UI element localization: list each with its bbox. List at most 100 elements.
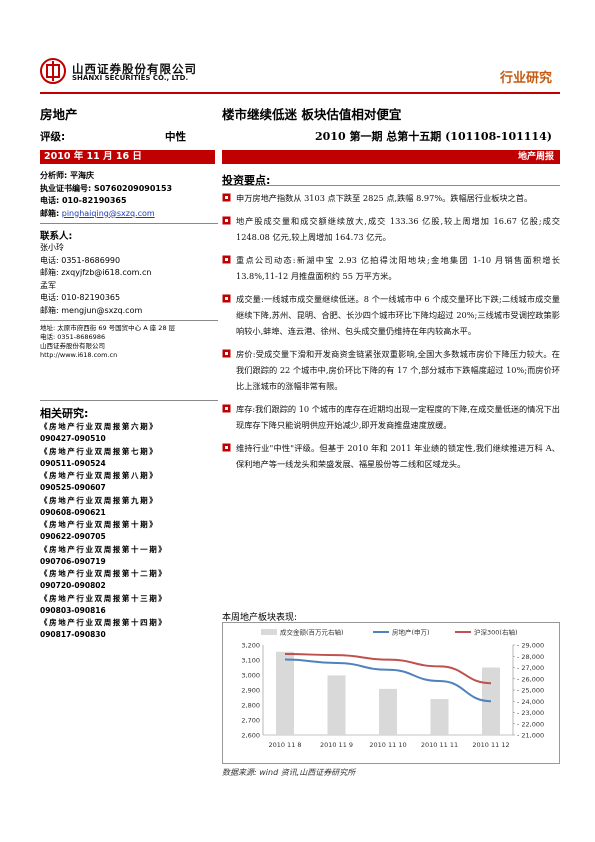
related-report-date: 090525-090607 bbox=[40, 483, 106, 492]
report-headline: 楼市继续低迷 板块估值相对便宜 bbox=[222, 107, 402, 122]
y-left-tick-label: 2,800 bbox=[241, 702, 260, 710]
related-report-title: 《房地产行业双周报第七期》 bbox=[40, 446, 159, 456]
key-points-list: 申万房地产指数从 3103 点下跌至 2825 点,跌幅 8.97%。跌幅居行业… bbox=[222, 190, 560, 479]
firm-company: 山西证券股份有限公司 bbox=[40, 342, 105, 350]
legend-label: 房地产(申万) bbox=[392, 628, 430, 637]
y-left-tick-label: 2,600 bbox=[241, 732, 260, 740]
key-point-text: 地产股成交量和成交额继续放大,成交 133.36 亿股,较上周增加 16.67 … bbox=[236, 216, 560, 242]
report-date: 2010 年 11 月 16 日 bbox=[40, 150, 215, 164]
contacts-title: 联系人: bbox=[40, 231, 73, 242]
y-right-tick-label: - 25,000 bbox=[517, 687, 544, 695]
volume-bar bbox=[430, 699, 449, 735]
key-point-item: 申万房地产指数从 3103 点下跌至 2825 点,跌幅 8.97%。跌幅居行业… bbox=[222, 190, 560, 206]
key-point-text: 申万房地产指数从 3103 点下跌至 2825 点,跌幅 8.97%。跌幅居行业… bbox=[236, 193, 533, 203]
bullet-icon bbox=[222, 404, 231, 413]
firm-address: 地址: 太原市府西街 69 号国贸中心 A 座 28 层 bbox=[40, 324, 176, 332]
related-report-date: 090427-090510 bbox=[40, 434, 106, 443]
bullet-icon bbox=[222, 255, 231, 264]
sidebar-divider bbox=[40, 400, 218, 401]
firm-name-cn: 山西证券股份有限公司 bbox=[72, 62, 197, 76]
chart-container: 3,200 3,100 3,000 2,900 2,800 2,700 2,600 - 29,… bbox=[222, 622, 560, 764]
contact-email: 邮箱: zxqyjfzb@i618.com.cn bbox=[40, 268, 152, 277]
y-right-tick-label: - 23,000 bbox=[517, 709, 544, 717]
related-research-title: 相关研究: bbox=[40, 407, 89, 420]
related-report-title: 《房地产行业双周报第六期》 bbox=[40, 422, 159, 431]
sidebar-divider bbox=[40, 223, 218, 224]
related-report-title: 《房地产行业双周报第十期》 bbox=[40, 520, 159, 529]
x-tick-label: 2010 11 8 bbox=[268, 741, 301, 749]
analyst-email-row: 邮箱: pinghaiqing@sxzq.com bbox=[40, 208, 218, 221]
key-point-text: 房价:受成交量下滑和开发商资金链紧张双重影响,全国大多数城市房价下降压力较大。在… bbox=[236, 349, 560, 391]
contact-email: 邮箱: mengjun@sxzq.com bbox=[40, 305, 143, 315]
chart-caption: 本周地产板块表现: bbox=[222, 613, 298, 623]
series-line bbox=[284, 653, 492, 685]
bullet-icon bbox=[222, 216, 231, 225]
report-type: 地产周报 bbox=[222, 150, 560, 164]
y-left-tick-label: 2,900 bbox=[241, 687, 260, 695]
bullet-icon bbox=[222, 443, 231, 452]
key-points-title: 投资要点: bbox=[222, 174, 271, 187]
analyst-cert: 执业证书编号: S0760209090153 bbox=[40, 183, 173, 193]
series-line bbox=[284, 658, 492, 703]
x-tick-label: 2010 11 11 bbox=[421, 741, 458, 749]
key-point-text: 维持行业"中性"评级。但基于 2010 年和 2011 年业绩的锁定性,我们继续… bbox=[236, 443, 560, 469]
y-right-tick-label: - 28,000 bbox=[517, 653, 544, 661]
contact-name: 张小玲 bbox=[40, 243, 64, 252]
related-report-title: 《房地产行业双周报第八期》 bbox=[40, 471, 159, 480]
rating-label: 评级: bbox=[40, 131, 66, 143]
key-point-item: 房价:受成交量下滑和开发商资金链紧张双重影响,全国大多数城市房价下降压力较大。在… bbox=[222, 346, 560, 394]
related-report-title: 《房地产行业双周报第十三期》 bbox=[40, 593, 168, 603]
y-right-tick-label: - 21,000 bbox=[517, 732, 544, 740]
key-point-item: 重点公司动态:新湖中宝 2.93 亿拍得沈阳地块;金地集团 1-10 月销售面积… bbox=[222, 252, 560, 284]
bullet-icon bbox=[222, 349, 231, 358]
legend-label: 成交金额(百万元右轴) bbox=[280, 628, 344, 637]
contact-tel: 电话: 0351-8686990 bbox=[40, 255, 121, 265]
company-logo-icon bbox=[40, 58, 66, 84]
related-report-title: 《房地产行业双周报第九期》 bbox=[40, 495, 159, 505]
sidebar-divider bbox=[40, 320, 218, 321]
y-left-tick-label: 3,100 bbox=[241, 657, 260, 665]
key-point-item: 维持行业"中性"评级。但基于 2010 年和 2011 年业绩的锁定性,我们继续… bbox=[222, 440, 560, 472]
sector-title: 房地产 bbox=[40, 107, 78, 122]
related-report-date: 090803-090816 bbox=[40, 605, 106, 615]
analyst-email-link[interactable]: pinghaiqing@sxzq.com bbox=[61, 208, 155, 218]
y-right-tick-label: - 29,000 bbox=[517, 642, 544, 650]
y-left-tick-label: 3,200 bbox=[241, 642, 260, 650]
analyst-name: 分析师: 平海庆 bbox=[40, 171, 94, 180]
related-report-date: 090511-090524 bbox=[40, 458, 106, 468]
key-point-text: 库存:我们跟踪的 10 个城市的库存在近期均出现一定程度的下降,在成交量低迷的情… bbox=[236, 404, 560, 430]
key-points-divider bbox=[222, 185, 560, 186]
x-tick-label: 2010 11 10 bbox=[369, 741, 406, 749]
legend-swatch bbox=[261, 629, 277, 635]
y-left-tick-label: 3,000 bbox=[241, 672, 260, 680]
related-report-title: 《房地产行业双周报第十二期》 bbox=[40, 569, 168, 578]
rating-value: 中性 bbox=[165, 131, 186, 143]
volume-bar bbox=[379, 688, 397, 735]
y-right-tick-label: - 26,000 bbox=[517, 675, 544, 683]
chart-source: 数据来源: wind 资讯,山西证券研究所 bbox=[222, 768, 356, 777]
related-report-title: 《房地产行业双周报第十四期》 bbox=[40, 618, 168, 627]
related-report-date: 090706-090719 bbox=[40, 556, 106, 566]
key-point-item: 地产股成交量和成交额继续放大,成交 133.36 亿股,较上周增加 16.67 … bbox=[222, 213, 560, 245]
contact-tel: 电话: 010-82190365 bbox=[40, 293, 121, 302]
y-left-tick-label: 2,700 bbox=[241, 717, 260, 725]
y-right-tick-label: - 27,000 bbox=[517, 664, 544, 672]
legend-label: 沪深300(右轴) bbox=[474, 628, 517, 637]
email-label: 邮箱: bbox=[40, 208, 60, 218]
related-research-list: 《房地产行业双周报第六期》 090427-090510 《房地产行业双周报第七期》 0… bbox=[40, 421, 218, 642]
related-report-date: 090817-090830 bbox=[40, 630, 106, 639]
firm-url[interactable]: http://www.i618.com.cn bbox=[40, 351, 118, 359]
related-report-date: 090608-090621 bbox=[40, 507, 106, 517]
firm-name-en: SHANXI SECURITIES CO., LTD. bbox=[72, 74, 189, 82]
doc-type-label: 行业研究 bbox=[500, 71, 553, 86]
key-point-text: 重点公司动态:新湖中宝 2.93 亿拍得沈阳地块;金地集团 1-10 月销售面积… bbox=[236, 255, 560, 281]
volume-bar bbox=[276, 651, 294, 735]
analyst-tel: 电话: 010-82190365 bbox=[40, 196, 127, 205]
sidebar: 分析师: 平海庆 执业证书编号: S0760209090153 电话: 010-… bbox=[40, 170, 218, 642]
y-right-tick-label: - 24,000 bbox=[517, 698, 544, 706]
x-tick-label: 2010 11 12 bbox=[472, 741, 509, 749]
header-divider bbox=[40, 92, 560, 94]
issue-info: 2010 第一期 总第十五期 (101108-101114) bbox=[315, 130, 552, 143]
firm-tel: 电话: 0351-8686986 bbox=[40, 333, 106, 341]
bullet-icon bbox=[222, 294, 231, 303]
